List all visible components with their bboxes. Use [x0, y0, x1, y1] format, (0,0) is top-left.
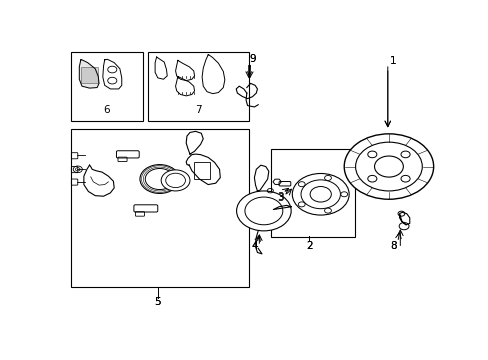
- Circle shape: [161, 170, 189, 191]
- Text: 3: 3: [276, 193, 283, 203]
- Bar: [70, 51, 142, 121]
- Circle shape: [374, 156, 403, 177]
- Circle shape: [367, 151, 376, 158]
- Text: 1: 1: [388, 56, 395, 66]
- Text: 2: 2: [305, 240, 312, 251]
- Circle shape: [367, 175, 376, 182]
- Text: 6: 6: [103, 105, 110, 115]
- Text: 1: 1: [388, 56, 395, 66]
- Polygon shape: [79, 60, 99, 88]
- Text: 3: 3: [276, 192, 283, 202]
- Circle shape: [340, 192, 347, 197]
- Text: 5: 5: [154, 297, 161, 307]
- Circle shape: [400, 175, 409, 182]
- Circle shape: [344, 134, 433, 199]
- Bar: [148, 51, 248, 121]
- Text: 4: 4: [250, 240, 257, 251]
- Bar: [271, 149, 354, 237]
- Circle shape: [400, 151, 409, 158]
- Bar: [193, 162, 209, 179]
- Text: 7: 7: [195, 105, 201, 115]
- Bar: [81, 67, 97, 84]
- Circle shape: [298, 202, 305, 207]
- Text: 8: 8: [390, 240, 396, 251]
- Circle shape: [298, 182, 305, 187]
- Circle shape: [324, 208, 331, 213]
- Bar: [70, 129, 248, 287]
- Circle shape: [292, 174, 348, 215]
- Text: 4: 4: [250, 241, 257, 251]
- Text: 2: 2: [305, 241, 312, 251]
- Text: 8: 8: [390, 240, 396, 251]
- Text: 9: 9: [249, 54, 255, 64]
- Text: 9: 9: [249, 54, 255, 64]
- Circle shape: [236, 191, 290, 231]
- Circle shape: [140, 165, 179, 193]
- Circle shape: [324, 175, 331, 180]
- Text: 5: 5: [154, 297, 161, 307]
